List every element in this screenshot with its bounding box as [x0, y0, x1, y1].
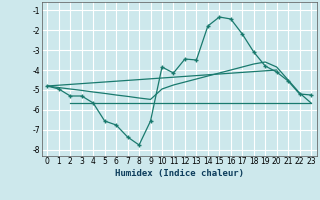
X-axis label: Humidex (Indice chaleur): Humidex (Indice chaleur) — [115, 169, 244, 178]
